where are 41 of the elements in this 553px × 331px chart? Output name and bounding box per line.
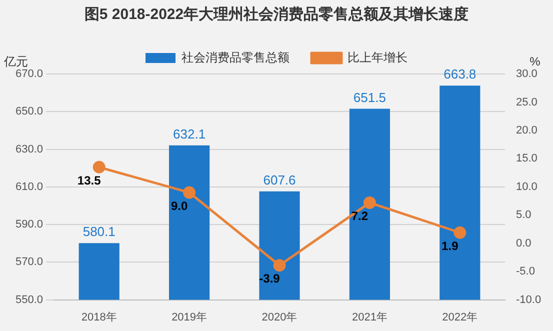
x-tick-label: 2019年 — [172, 311, 208, 324]
x-tick-label: 2022年 — [442, 311, 478, 324]
point — [454, 226, 466, 239]
data-label: 607.6 — [263, 172, 296, 188]
y2-tick-label: 25.0 — [516, 96, 538, 108]
x-tick-label: 2020年 — [262, 311, 298, 324]
point — [273, 259, 286, 272]
data-label: 1.9 — [442, 238, 459, 253]
data-label: 651.5 — [353, 90, 386, 105]
x-tick-label: 2018年 — [81, 311, 117, 324]
chart-title: 图5 2018-2022年大理州社会消费品零售总额及其增长速度 — [83, 5, 470, 25]
y2-tick-label: -10.0 — [516, 294, 542, 306]
legend-label: 社会消费品零售总额 — [182, 50, 290, 64]
legend-label: 比上年增长 — [348, 50, 408, 64]
y2-tick-label: 20.0 — [516, 124, 538, 136]
point — [363, 196, 376, 209]
data-label: 13.5 — [77, 173, 102, 188]
y-axis-title: 亿元 — [3, 54, 28, 68]
y2-tick-label: -5.0 — [516, 266, 535, 278]
y-tick-label: 610.0 — [15, 180, 43, 193]
data-label: 632.1 — [173, 126, 206, 142]
y-tick-label: 670.0 — [15, 68, 43, 80]
y2-tick-label: 30.0 — [516, 68, 538, 80]
y-tick-label: 630.0 — [15, 143, 43, 156]
y2-tick-label: 15.0 — [516, 152, 538, 165]
y2-tick-label: 5.0 — [516, 209, 532, 222]
point — [92, 160, 106, 174]
data-label: 7.2 — [351, 209, 368, 224]
y-tick-label: 650.0 — [15, 106, 43, 118]
y2-tick-label: 10.0 — [516, 180, 538, 193]
data-label: 580.1 — [82, 224, 116, 240]
y-tick-label: 570.0 — [15, 256, 43, 268]
y2-axis-title: % — [530, 54, 541, 68]
data-label: 9.0 — [170, 198, 188, 213]
data-label: -3.9 — [259, 272, 280, 286]
data-label: 663.8 — [444, 66, 476, 82]
point — [183, 186, 196, 199]
y-tick-label: 590.0 — [15, 218, 43, 231]
x-tick-label: 2021年 — [352, 311, 388, 324]
y2-tick-label: 0.0 — [516, 237, 532, 250]
y-tick-label: 550.0 — [15, 294, 43, 306]
